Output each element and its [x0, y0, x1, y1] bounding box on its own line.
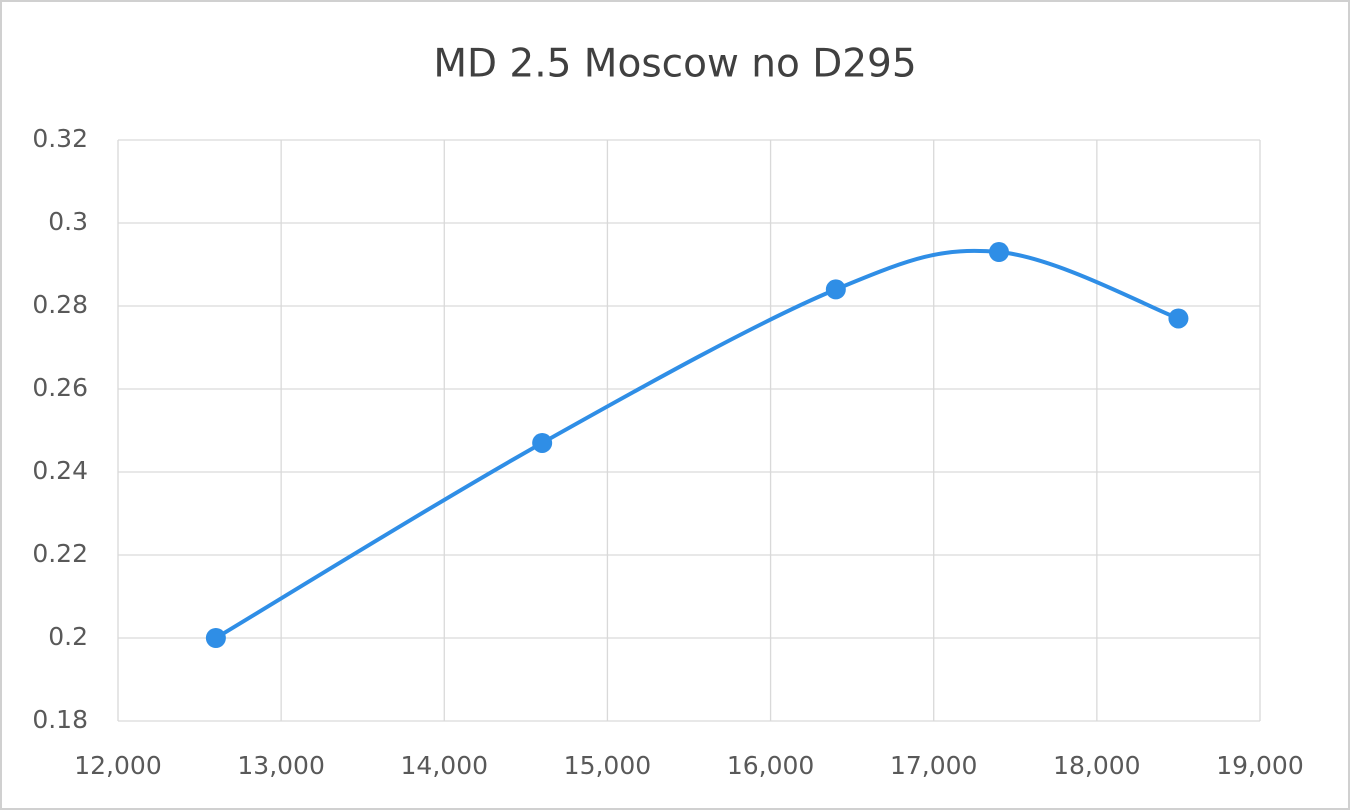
y-tick-label: 0.24: [32, 456, 88, 485]
x-tick-label: 16,000: [727, 751, 814, 780]
chart-title: MD 2.5 Moscow no D295: [433, 42, 916, 87]
series-line: [214, 248, 1180, 640]
x-tick-label: 19,000: [1216, 751, 1303, 780]
x-tick-label: 14,000: [401, 751, 488, 780]
x-tick-label: 13,000: [237, 751, 324, 780]
data-point: [1168, 308, 1189, 329]
data-point: [825, 279, 846, 300]
y-tick-label: 0.22: [32, 539, 88, 568]
y-tick-label: 0.18: [32, 705, 88, 734]
x-tick-label: 17,000: [890, 751, 977, 780]
y-tick-label: 0.2: [48, 622, 88, 651]
x-tick-label: 15,000: [564, 751, 651, 780]
y-tick-label: 0.3: [48, 207, 88, 236]
data-point: [205, 628, 226, 648]
x-tick-label: 18,000: [1053, 751, 1140, 780]
data-point: [988, 242, 1009, 263]
data-point: [532, 432, 553, 453]
y-tick-label: 0.28: [32, 290, 88, 319]
x-tick-label: 12,000: [74, 751, 161, 780]
y-tick-label: 0.26: [32, 373, 88, 402]
y-tick-label: 0.32: [32, 124, 88, 153]
